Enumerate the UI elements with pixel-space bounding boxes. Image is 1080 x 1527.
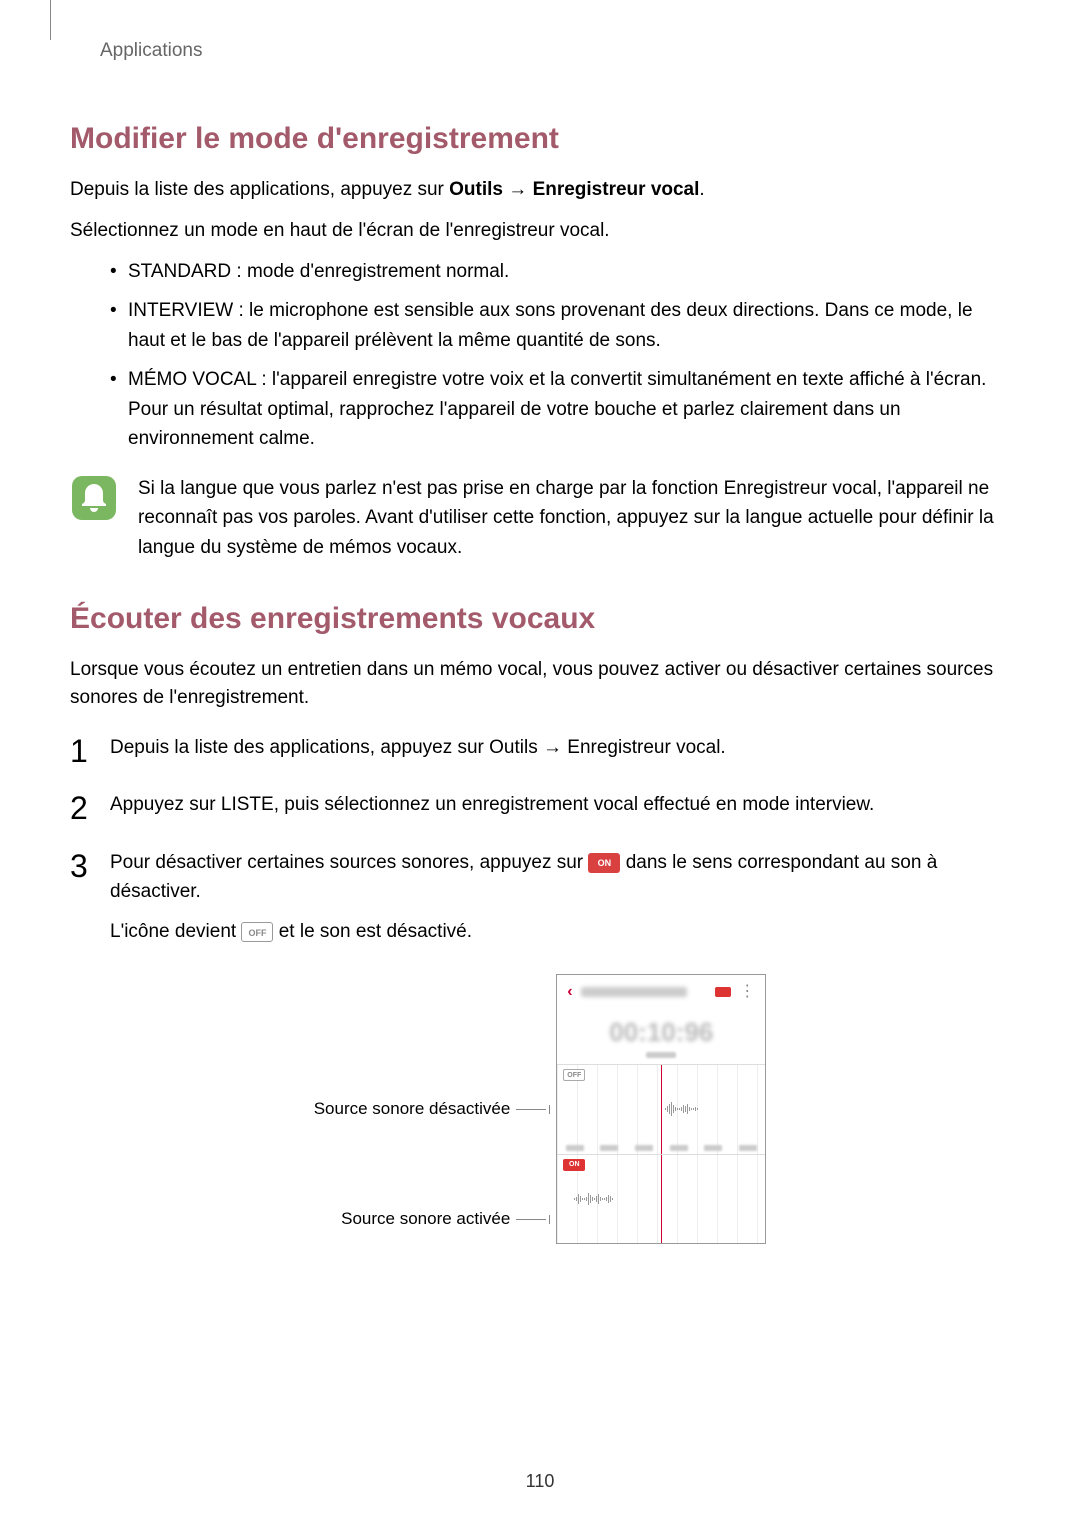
bold: Outils xyxy=(489,737,538,758)
text: Pour désactiver certaines sources sonore… xyxy=(110,852,588,873)
phone-title xyxy=(581,987,688,997)
text: : mode d'enregistrement normal. xyxy=(231,261,509,282)
callouts: Source sonore désactivée Source sonore a… xyxy=(314,1099,547,1229)
callout-line xyxy=(516,1109,546,1110)
list-item: MÉMO VOCAL : l'appareil enregistre votre… xyxy=(110,365,1010,453)
track-bottom: ON xyxy=(557,1154,765,1244)
phone-subtitle xyxy=(646,1052,676,1058)
track-on-badge: ON xyxy=(563,1159,585,1171)
playhead xyxy=(661,1155,662,1244)
track-top: OFF xyxy=(557,1064,765,1154)
phone-header: ‹ ⋮ xyxy=(557,975,765,1009)
phone-mock: ‹ ⋮ 00:10:96 OFF ON xyxy=(556,974,766,1244)
note-text: Si la langue que vous parlez n'est pas p… xyxy=(138,474,1010,562)
term: STANDARD xyxy=(128,261,231,282)
list-item: STANDARD : mode d'enregistrement normal. xyxy=(110,257,1010,286)
on-badge-icon: ON xyxy=(588,853,620,873)
text: et le son est désactivé. xyxy=(279,921,472,942)
bold-outils: Outils xyxy=(449,179,503,200)
text: → xyxy=(538,737,568,758)
bold-enregistreur: Enregistreur vocal xyxy=(533,179,700,200)
bold: Enregistreur vocal xyxy=(567,737,720,758)
term: MÉMO VOCAL xyxy=(128,369,256,390)
bold: LISTE xyxy=(221,794,274,815)
header-rule xyxy=(50,0,51,40)
text: Depuis la liste des applications, appuye… xyxy=(110,737,489,758)
text: : l'appareil enregistre votre voix et la… xyxy=(128,369,986,449)
waveform xyxy=(665,1099,698,1119)
text: Depuis la liste des applications, appuye… xyxy=(70,179,449,200)
callout-label: Source sonore activée xyxy=(341,1209,510,1229)
step-2: Appuyez sur LISTE, puis sélectionnez un … xyxy=(70,790,1010,819)
callout-off: Source sonore désactivée xyxy=(314,1099,547,1119)
note-icon xyxy=(70,474,118,527)
steps-list: Depuis la liste des applications, appuye… xyxy=(70,733,1010,946)
note: Si la langue que vous parlez n'est pas p… xyxy=(70,474,1010,562)
text: : le microphone est sensible aux sons pr… xyxy=(128,300,973,350)
record-icon xyxy=(715,987,731,997)
step-3: Pour désactiver certaines sources sonore… xyxy=(70,848,1010,946)
callout-line xyxy=(516,1219,546,1220)
back-icon: ‹ xyxy=(567,983,572,1001)
breadcrumb: Applications xyxy=(100,40,1010,62)
text: Appuyez sur xyxy=(110,794,221,815)
text: , puis sélectionnez un enregistrement vo… xyxy=(274,794,875,815)
section1-intro: Depuis la liste des applications, appuye… xyxy=(70,176,1010,205)
callout-label: Source sonore désactivée xyxy=(314,1099,511,1119)
more-icon: ⋮ xyxy=(739,987,755,997)
off-badge-icon: OFF xyxy=(241,922,273,942)
step-1: Depuis la liste des applications, appuye… xyxy=(70,733,1010,762)
phone-time: 00:10:96 xyxy=(557,1017,765,1048)
text: → xyxy=(503,179,533,200)
section2-title: Écouter des enregistrements vocaux xyxy=(70,602,1010,636)
text: . xyxy=(699,179,704,200)
waveform xyxy=(574,1189,613,1209)
track-off-badge: OFF xyxy=(563,1069,585,1081)
term: INTERVIEW xyxy=(128,300,233,321)
text: L'icône devient xyxy=(110,921,241,942)
list-item: INTERVIEW : le microphone est sensible a… xyxy=(110,296,1010,355)
callout-on: Source sonore activée xyxy=(314,1209,547,1229)
text: . xyxy=(720,737,725,758)
mode-list: STANDARD : mode d'enregistrement normal.… xyxy=(110,257,1010,454)
timeline xyxy=(557,1145,765,1151)
section1-line2: Sélectionnez un mode en haut de l'écran … xyxy=(70,217,1010,246)
page-number: 110 xyxy=(0,1471,1080,1492)
playhead xyxy=(661,1065,662,1154)
page: Applications Modifier le mode d'enregist… xyxy=(0,0,1080,1527)
step-3-sub: L'icône devient OFF et le son est désact… xyxy=(110,917,1010,946)
section1-title: Modifier le mode d'enregistrement xyxy=(70,122,1010,156)
mock-figure: Source sonore désactivée Source sonore a… xyxy=(70,974,1010,1244)
section2-intro: Lorsque vous écoutez un entretien dans u… xyxy=(70,656,1010,713)
